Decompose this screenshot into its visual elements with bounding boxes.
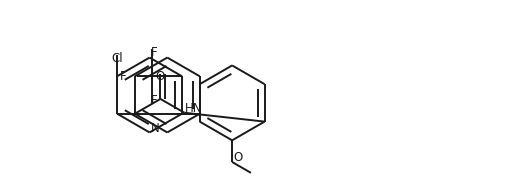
Text: N: N <box>151 122 159 135</box>
Text: F: F <box>151 94 158 107</box>
Text: F: F <box>151 46 158 59</box>
Text: O: O <box>233 151 242 164</box>
Text: O: O <box>156 70 165 83</box>
Text: Cl: Cl <box>111 52 123 65</box>
Text: HN: HN <box>185 102 203 115</box>
Text: F: F <box>120 70 127 83</box>
